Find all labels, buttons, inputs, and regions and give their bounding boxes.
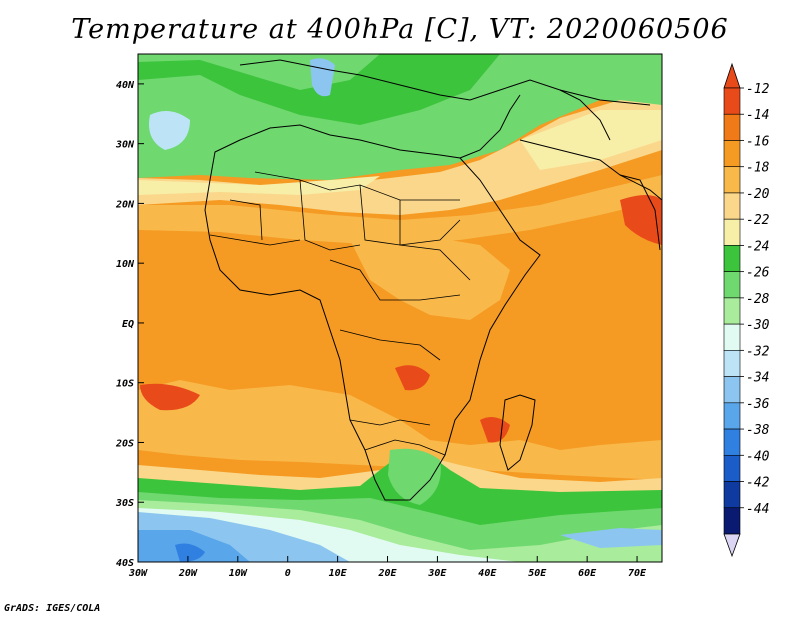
colorbar-label: -38 [746,423,770,438]
colorbar-label: -44 [746,502,769,517]
colorbar-label: -40 [746,449,770,464]
latitude-axis: 40N 30N 20N 10N EQ 10S 20S 30S 40S [115,80,144,569]
colorbar-swatch [723,481,741,509]
colorbar-label: -32 [746,344,770,359]
lat-tick-label: 30N [115,140,135,151]
colorbar-bottom-arrow [723,533,741,558]
lon-tick-label: 60E [578,568,597,579]
colorbar-label: -30 [746,318,770,333]
colorbar-swatch [723,140,741,168]
colorbar-swatch [723,87,741,115]
colorbar-label: -22 [746,213,770,228]
coastlines [204,59,662,501]
lon-tick-label: 20E [377,568,397,579]
lat-tick-label: 10S [116,379,134,390]
lat-tick-label: 30S [115,498,134,509]
lon-tick-label: 50E [528,568,547,579]
colorbar-swatch [723,376,741,404]
colorbar-label: -16 [746,134,770,149]
colorbar-label: -36 [746,397,770,412]
colorbar-label: -12 [746,82,770,97]
lon-tick-label: 30E [427,568,447,579]
colorbar-swatch [723,166,741,194]
colorbar-label: -28 [746,292,770,307]
colorbar-swatch [723,323,741,351]
country-borders [209,171,471,456]
lat-tick-label: 40N [116,80,135,91]
lon-tick-label: 20W [178,568,198,579]
lon-tick-label: 30W [128,568,148,579]
colorbar-swatch [723,402,741,430]
map-border [137,53,663,563]
colorbar-swatch [723,271,741,299]
colorbar-swatch [723,192,741,220]
colorbar-swatch [723,245,741,272]
colorbar-label: -34 [746,371,769,386]
colorbar-top-arrow [723,62,741,89]
lat-tick-label: 10N [116,259,135,270]
lon-tick-label: 70E [628,568,647,579]
lat-tick-label: 20N [115,199,135,210]
colorbar-swatch [723,218,741,246]
lon-tick-label: 10E [329,568,348,579]
colorbar-swatch [723,507,741,535]
lat-tick-label: 40S [116,558,134,569]
colorbar-swatch [723,428,741,456]
colorbar-label: -42 [746,476,770,491]
colorbar-swatch [723,350,741,377]
colorbar-swatch [723,113,741,141]
lat-tick-label: EQ [122,319,134,330]
colorbar-swatch [723,297,741,325]
colorbar-label: -18 [746,161,770,176]
temperature-field [138,54,662,562]
longitude-axis: 30W 20W 10W 0 10E 20E 30E 40E 50E 60E 70E [128,556,647,579]
grads-credit: GrADS: IGES/COLA [4,603,101,614]
colorbar-swatch [723,454,741,482]
lon-tick-label: 0 [285,568,291,579]
lat-tick-label: 20S [115,438,134,449]
colorbar-label: -24 [746,239,769,254]
lon-tick-label: 10W [229,568,248,579]
colorbar-label: -26 [746,266,770,281]
lon-tick-label: 40E [478,568,497,579]
colorbar-label: -14 [746,108,769,123]
colorbar-label: -20 [746,187,770,202]
colorbar: -12 -14 -16 -18 -20 -22 -24 -26 -28 -30 -32 -34 -36 -… [723,62,770,558]
map-title: Temperature at 400hPa [C], VT: 202006050… [71,14,729,45]
